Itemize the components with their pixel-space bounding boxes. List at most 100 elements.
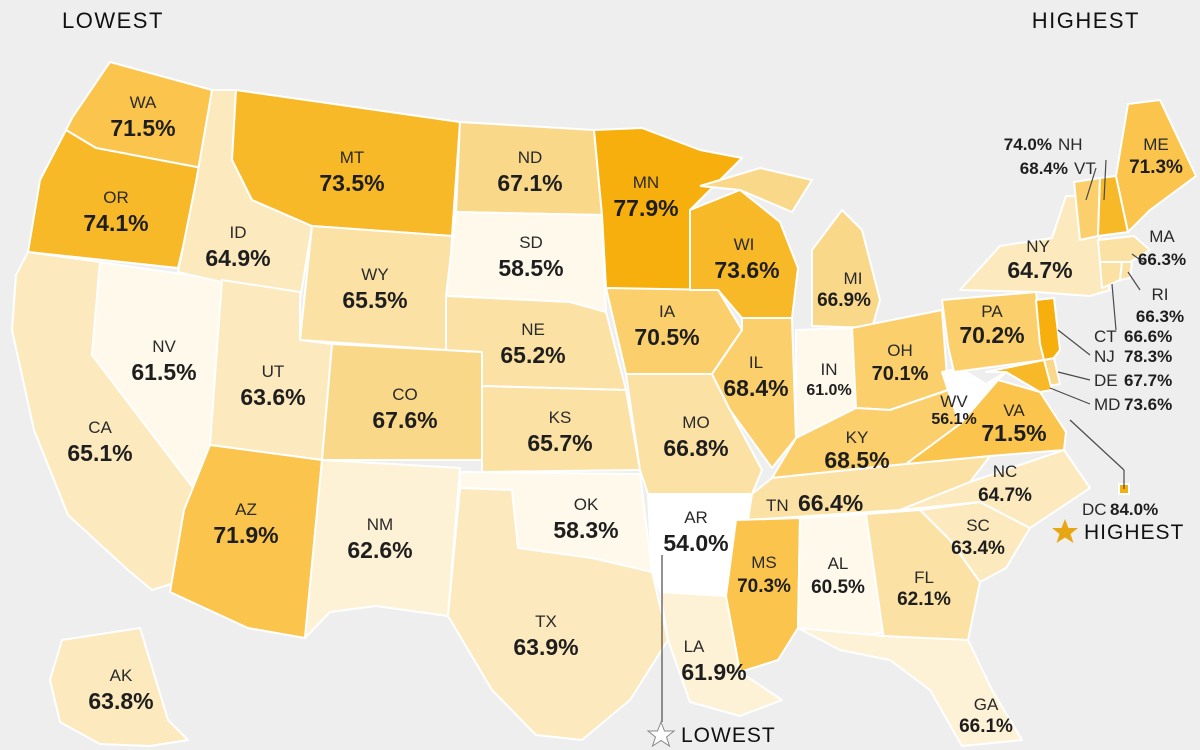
leader-line-nj — [1057, 329, 1091, 356]
callout-nh-value: 74.0% — [1004, 135, 1052, 154]
state-shape-ma[interactable] — [1097, 235, 1151, 263]
label-az-abbr: AZ — [235, 500, 257, 519]
label-mo-value: 66.8% — [663, 435, 728, 461]
label-nv-abbr: NV — [152, 337, 176, 356]
label-nm-value: 62.6% — [347, 537, 412, 563]
callout-vt-value: 68.4% — [1020, 159, 1068, 178]
label-wi-value: 73.6% — [714, 257, 779, 283]
callout-ri-value: 66.3% — [1136, 307, 1184, 326]
state-shapes — [11, 61, 1197, 747]
label-me-abbr: ME — [1143, 135, 1169, 154]
leader-line-vt — [1085, 167, 1097, 201]
state-shape-nc[interactable] — [899, 449, 1091, 529]
star-highest-icon — [1052, 519, 1078, 543]
label-ne-abbr: NE — [521, 320, 545, 339]
label-ok-value: 58.3% — [553, 517, 618, 543]
callout-md-value: 73.6% — [1124, 395, 1172, 414]
leader-line-nh — [1103, 159, 1107, 201]
label-mn-abbr: MN — [633, 173, 659, 192]
state-shape-tx[interactable] — [447, 487, 669, 741]
leader-lines — [661, 159, 1147, 722]
label-ny-abbr: NY — [1026, 237, 1050, 256]
label-nc-abbr: NC — [993, 462, 1018, 481]
state-shape-mi-upper[interactable] — [699, 166, 814, 214]
state-shape-me[interactable] — [1115, 99, 1197, 233]
marker-lowest-label: LOWEST — [681, 724, 776, 747]
label-ak-abbr: AK — [110, 666, 133, 685]
state-shape-pa[interactable] — [941, 291, 1045, 373]
label-wy-abbr: WY — [361, 265, 388, 284]
state-shape-nd[interactable] — [455, 121, 603, 216]
callout-ct-value: 66.6% — [1124, 327, 1172, 346]
state-shape-fl[interactable] — [797, 627, 1023, 747]
label-pa-value: 70.2% — [959, 322, 1024, 348]
label-wv-abbr: WV — [940, 392, 968, 411]
callout-ma-value: 66.3% — [1138, 250, 1186, 269]
label-mi-abbr: MI — [844, 269, 863, 288]
label-ga-abbr: FL — [914, 568, 934, 587]
label-mo-abbr: MO — [682, 413, 709, 432]
label-nd-value: 67.1% — [497, 170, 562, 196]
state-shape-ct[interactable] — [1099, 261, 1123, 289]
label-tx-abbr: TX — [535, 612, 557, 631]
label-ms-value: 70.3% — [737, 576, 791, 597]
label-al-abbr: AL — [828, 554, 849, 573]
marker-highest-label: HIGHEST — [1084, 521, 1184, 544]
northeast-callouts: 74.0% NH 68.4% VT MA 66.3% RI 66.3% CT 6… — [1004, 135, 1186, 519]
label-in-value: 61.0% — [806, 382, 851, 399]
callout-nh-abbr: NH — [1058, 135, 1083, 154]
label-ok-abbr: OK — [574, 495, 599, 514]
leader-line-de — [1057, 371, 1091, 381]
state-shape-nm[interactable] — [304, 459, 461, 639]
label-ca-value: 65.1% — [67, 440, 132, 466]
state-shape-ks[interactable] — [481, 385, 641, 473]
label-fl-value: 66.1% — [959, 716, 1013, 737]
callout-nj-value: 78.3% — [1124, 347, 1172, 366]
label-sc-value: 63.4% — [951, 538, 1005, 559]
state-shape-md[interactable] — [985, 359, 1053, 393]
label-co-abbr: CO — [392, 385, 418, 404]
label-la-value: 61.9% — [681, 659, 746, 685]
label-wi-abbr: WI — [734, 235, 755, 254]
label-ms-abbr: MS — [751, 553, 777, 572]
callout-dc-value: 84.0% — [1110, 500, 1158, 519]
label-va-value: 71.5% — [981, 420, 1046, 446]
callout-nj-abbr: NJ — [1094, 347, 1115, 366]
label-sd-abbr: SD — [519, 233, 543, 252]
label-sd-value: 58.5% — [498, 255, 563, 281]
label-va-abbr: VA — [1003, 401, 1025, 420]
label-tn-value: 66.4% — [798, 490, 863, 516]
label-fl-abbr: GA — [974, 695, 999, 714]
label-ne-value: 65.2% — [500, 342, 565, 368]
label-ks-value: 65.7% — [527, 430, 592, 456]
label-wy-value: 65.5% — [342, 287, 407, 313]
label-id-value: 64.9% — [205, 245, 270, 271]
label-ky-value: 68.5% — [824, 447, 889, 473]
state-shape-wv[interactable] — [941, 367, 1007, 425]
label-il-value: 68.4% — [723, 375, 788, 401]
state-shape-ak[interactable] — [49, 627, 189, 747]
label-ny-value: 64.7% — [1007, 257, 1072, 283]
label-co-value: 67.6% — [372, 407, 437, 433]
label-az-value: 71.9% — [213, 522, 278, 548]
label-ut-value: 63.6% — [240, 384, 305, 410]
state-shape-il[interactable] — [711, 317, 797, 469]
label-ks-abbr: KS — [549, 408, 572, 427]
label-ia-value: 70.5% — [634, 324, 699, 350]
state-shape-mi[interactable] — [811, 209, 881, 329]
label-il-abbr: IL — [749, 353, 763, 372]
label-nc-value: 64.7% — [978, 485, 1032, 506]
label-ak-value: 63.8% — [88, 688, 153, 714]
label-ia-abbr: IA — [659, 302, 676, 321]
label-sc-abbr: SC — [966, 516, 990, 535]
state-shape-ri[interactable] — [1119, 261, 1133, 281]
callout-de-abbr: DE — [1094, 371, 1118, 390]
leader-line-dc-2 — [1069, 419, 1125, 471]
callout-de-value: 67.7% — [1124, 371, 1172, 390]
star-lowest-icon — [646, 720, 676, 748]
leader-line-ri — [1127, 271, 1141, 291]
label-mi-value: 66.9% — [817, 290, 871, 311]
leader-line-ma — [1131, 253, 1147, 265]
callout-vt-abbr: VT — [1074, 159, 1096, 178]
